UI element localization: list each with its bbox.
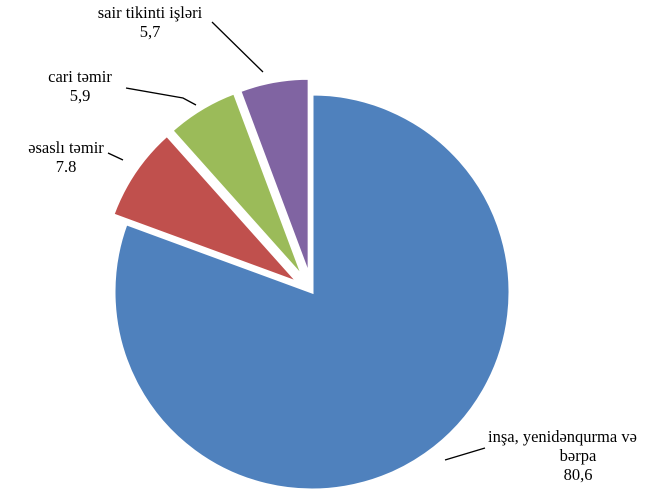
slice-label-line: bərpa	[560, 446, 597, 465]
pie-slice-2	[169, 90, 306, 280]
slice-label-line: inşa, yenidənqurma və	[488, 427, 637, 446]
slice-labels: inşa, yenidənqurma və bərpa 80,6 əsaslı təm…	[28, 3, 637, 484]
pie-slices	[110, 76, 512, 492]
slice-label-0: inşa, yenidənqurma və bərpa 80,6	[488, 427, 637, 484]
leader-line-1	[107, 152, 124, 161]
pie-slice-3	[237, 76, 311, 277]
leader-line-3	[211, 21, 264, 73]
slice-label-3: sair tikinti işləri 5,7	[98, 3, 203, 41]
slice-value: 80,6	[564, 465, 593, 484]
leader-line-2	[125, 87, 197, 106]
slice-label-line: cari təmir	[48, 67, 112, 86]
slice-label-line: əsaslı təmir	[28, 138, 104, 157]
leader-line-0	[444, 447, 486, 461]
slice-value: 5,9	[70, 86, 91, 105]
slice-label-1: əsaslı təmir 7.8	[28, 138, 104, 176]
leader-lines	[107, 21, 486, 461]
slice-value: 7.8	[56, 157, 77, 176]
slice-label-2: cari təmir 5,9	[48, 67, 112, 105]
slice-label-line: sair tikinti işləri	[98, 3, 203, 22]
pie-slice-1	[110, 133, 300, 285]
pie-slice-0	[112, 92, 512, 492]
slice-value: 5,7	[140, 22, 161, 41]
